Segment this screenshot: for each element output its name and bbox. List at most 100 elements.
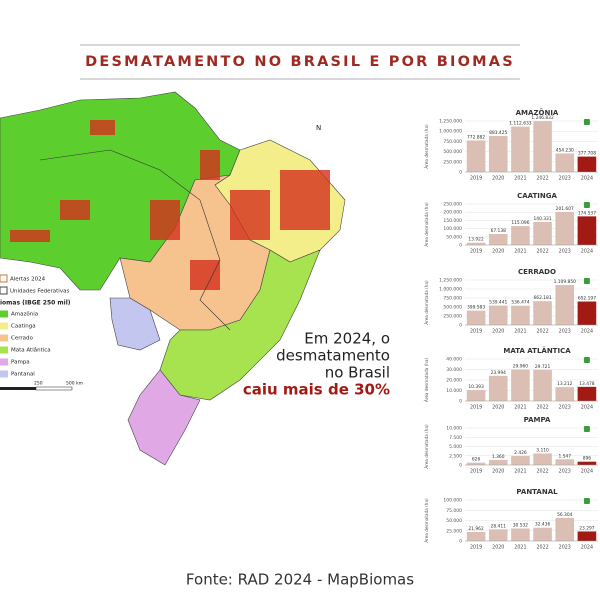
scale-bar: 250 500 km [0, 381, 83, 391]
y-tick-label: 50.000 [446, 234, 462, 240]
bar [511, 456, 530, 465]
chart-title: PAMPA [524, 416, 551, 424]
value-label: 28.411 [491, 523, 507, 529]
y-tick-label: 7.500 [449, 435, 462, 441]
value-label: 29.721 [535, 364, 551, 370]
y-tick-label: 20.000 [446, 378, 462, 384]
y-tick-label: 1.000.000 [439, 287, 462, 293]
x-tick-label: 2024 [581, 329, 593, 335]
legend-label: Pantanal [11, 372, 35, 378]
value-label: 1.360 [492, 454, 505, 460]
legend-label: Pampa [11, 360, 30, 366]
bar [466, 462, 486, 465]
value-label: 896 [583, 456, 592, 462]
legend-swatch [0, 358, 8, 366]
value-label: 1.109.850 [554, 279, 577, 285]
y-tick-label: 200.000 [443, 210, 462, 216]
value-label: 2.426 [514, 450, 527, 456]
value-label: 13.478 [579, 381, 595, 387]
legend-label: Alertas 2024 [10, 277, 46, 283]
y-tick-label: 10.000 [446, 426, 462, 432]
legend-title: iomas (IBGE 250 mil) [0, 300, 71, 307]
x-tick-label: 2023 [559, 249, 571, 255]
bar [511, 126, 530, 172]
bar [511, 226, 530, 245]
value-label: 13.212 [557, 381, 573, 387]
bar-chart: CAATINGA Área desmatada (ha) 0 50.000 100.00… [424, 192, 598, 255]
map [0, 91, 346, 466]
value-label: 13.922 [468, 237, 484, 243]
x-tick-label: 2024 [581, 249, 593, 255]
y-axis-label: Área desmatada (ha) [424, 424, 429, 469]
value-label: 772 882 [467, 134, 485, 140]
bar [555, 285, 575, 325]
value-label: 201.607 [556, 206, 574, 212]
trend-icon [583, 357, 590, 363]
bar [488, 459, 508, 465]
bar [466, 140, 486, 172]
y-tick-label: 0 [459, 399, 462, 405]
bar [577, 386, 597, 401]
bar [555, 459, 575, 465]
y-tick-label: 10.000 [446, 388, 462, 394]
bar [533, 301, 552, 325]
legend-swatch [0, 274, 8, 283]
legend-swatch [0, 370, 8, 378]
map-legend: Alertas 2024 Unidades Federativas iomas … [0, 274, 71, 307]
value-label: 23.297 [579, 525, 595, 531]
bar [511, 528, 530, 541]
annotation: Em 2024, o desmatamento no Brasil caiu m… [243, 330, 390, 399]
bar [533, 527, 552, 541]
bar [555, 211, 575, 245]
y-tick-label: 150.000 [443, 218, 462, 224]
y-tick-label: 50.000 [446, 518, 462, 524]
bar [511, 305, 530, 325]
value-label: 3.110 [536, 447, 549, 453]
legend-label: Mata Atlântica [11, 347, 51, 354]
x-tick-label: 2019 [470, 545, 482, 551]
x-tick-label: 2022 [536, 249, 548, 255]
value-label: 56.304 [557, 512, 573, 518]
x-tick-label: 2020 [492, 469, 504, 475]
x-tick-label: 2023 [559, 469, 571, 475]
x-tick-label: 2021 [514, 329, 526, 335]
scale-label: 500 km [66, 381, 83, 387]
value-label: 652.197 [578, 296, 596, 302]
bar [466, 242, 486, 245]
y-tick-label: 40.000 [446, 357, 462, 363]
legend-label: Amazônia [11, 311, 38, 318]
legend-swatch [0, 322, 8, 330]
trend-icon [583, 119, 590, 125]
chart-title: CAATINGA [517, 192, 557, 200]
x-tick-label: 2021 [514, 176, 526, 182]
bar [533, 221, 552, 245]
y-axis-label: Área desmatada (ha) [424, 280, 429, 325]
bar-chart: MATA ATLÂNTICA Área desmatada (ha) 0 10.000… [424, 346, 598, 411]
x-tick-label: 2023 [559, 176, 571, 182]
value-label: 377.708 [578, 151, 596, 157]
bar [577, 531, 597, 541]
title: DESMATAMENTO NO BRASIL E POR BIOMAS [85, 54, 515, 70]
bar [533, 121, 552, 172]
y-tick-label: 100.000 [443, 498, 462, 504]
x-tick-label: 2019 [470, 469, 482, 475]
value-label: 626 [472, 457, 481, 463]
value-label: 174.537 [578, 210, 596, 216]
x-tick-label: 2022 [536, 329, 548, 335]
x-tick-label: 2023 [559, 545, 571, 551]
legend-swatch [0, 334, 8, 342]
scale-label: 250 [34, 381, 43, 387]
y-tick-label: 75.000 [446, 508, 462, 514]
value-label: 1.246.832 [531, 115, 554, 121]
bar [577, 156, 597, 172]
y-tick-label: 5.000 [449, 444, 462, 450]
x-tick-label: 2022 [536, 176, 548, 182]
source: Fonte: RAD 2024 - MapBiomas [186, 571, 414, 589]
legend-swatch [0, 346, 8, 354]
annotation-line: Em 2024, o [304, 330, 390, 348]
value-label: 67.138 [491, 228, 507, 234]
annotation-line: no Brasil [325, 364, 390, 382]
y-tick-label: 0 [459, 323, 462, 329]
x-tick-label: 2024 [581, 405, 593, 411]
